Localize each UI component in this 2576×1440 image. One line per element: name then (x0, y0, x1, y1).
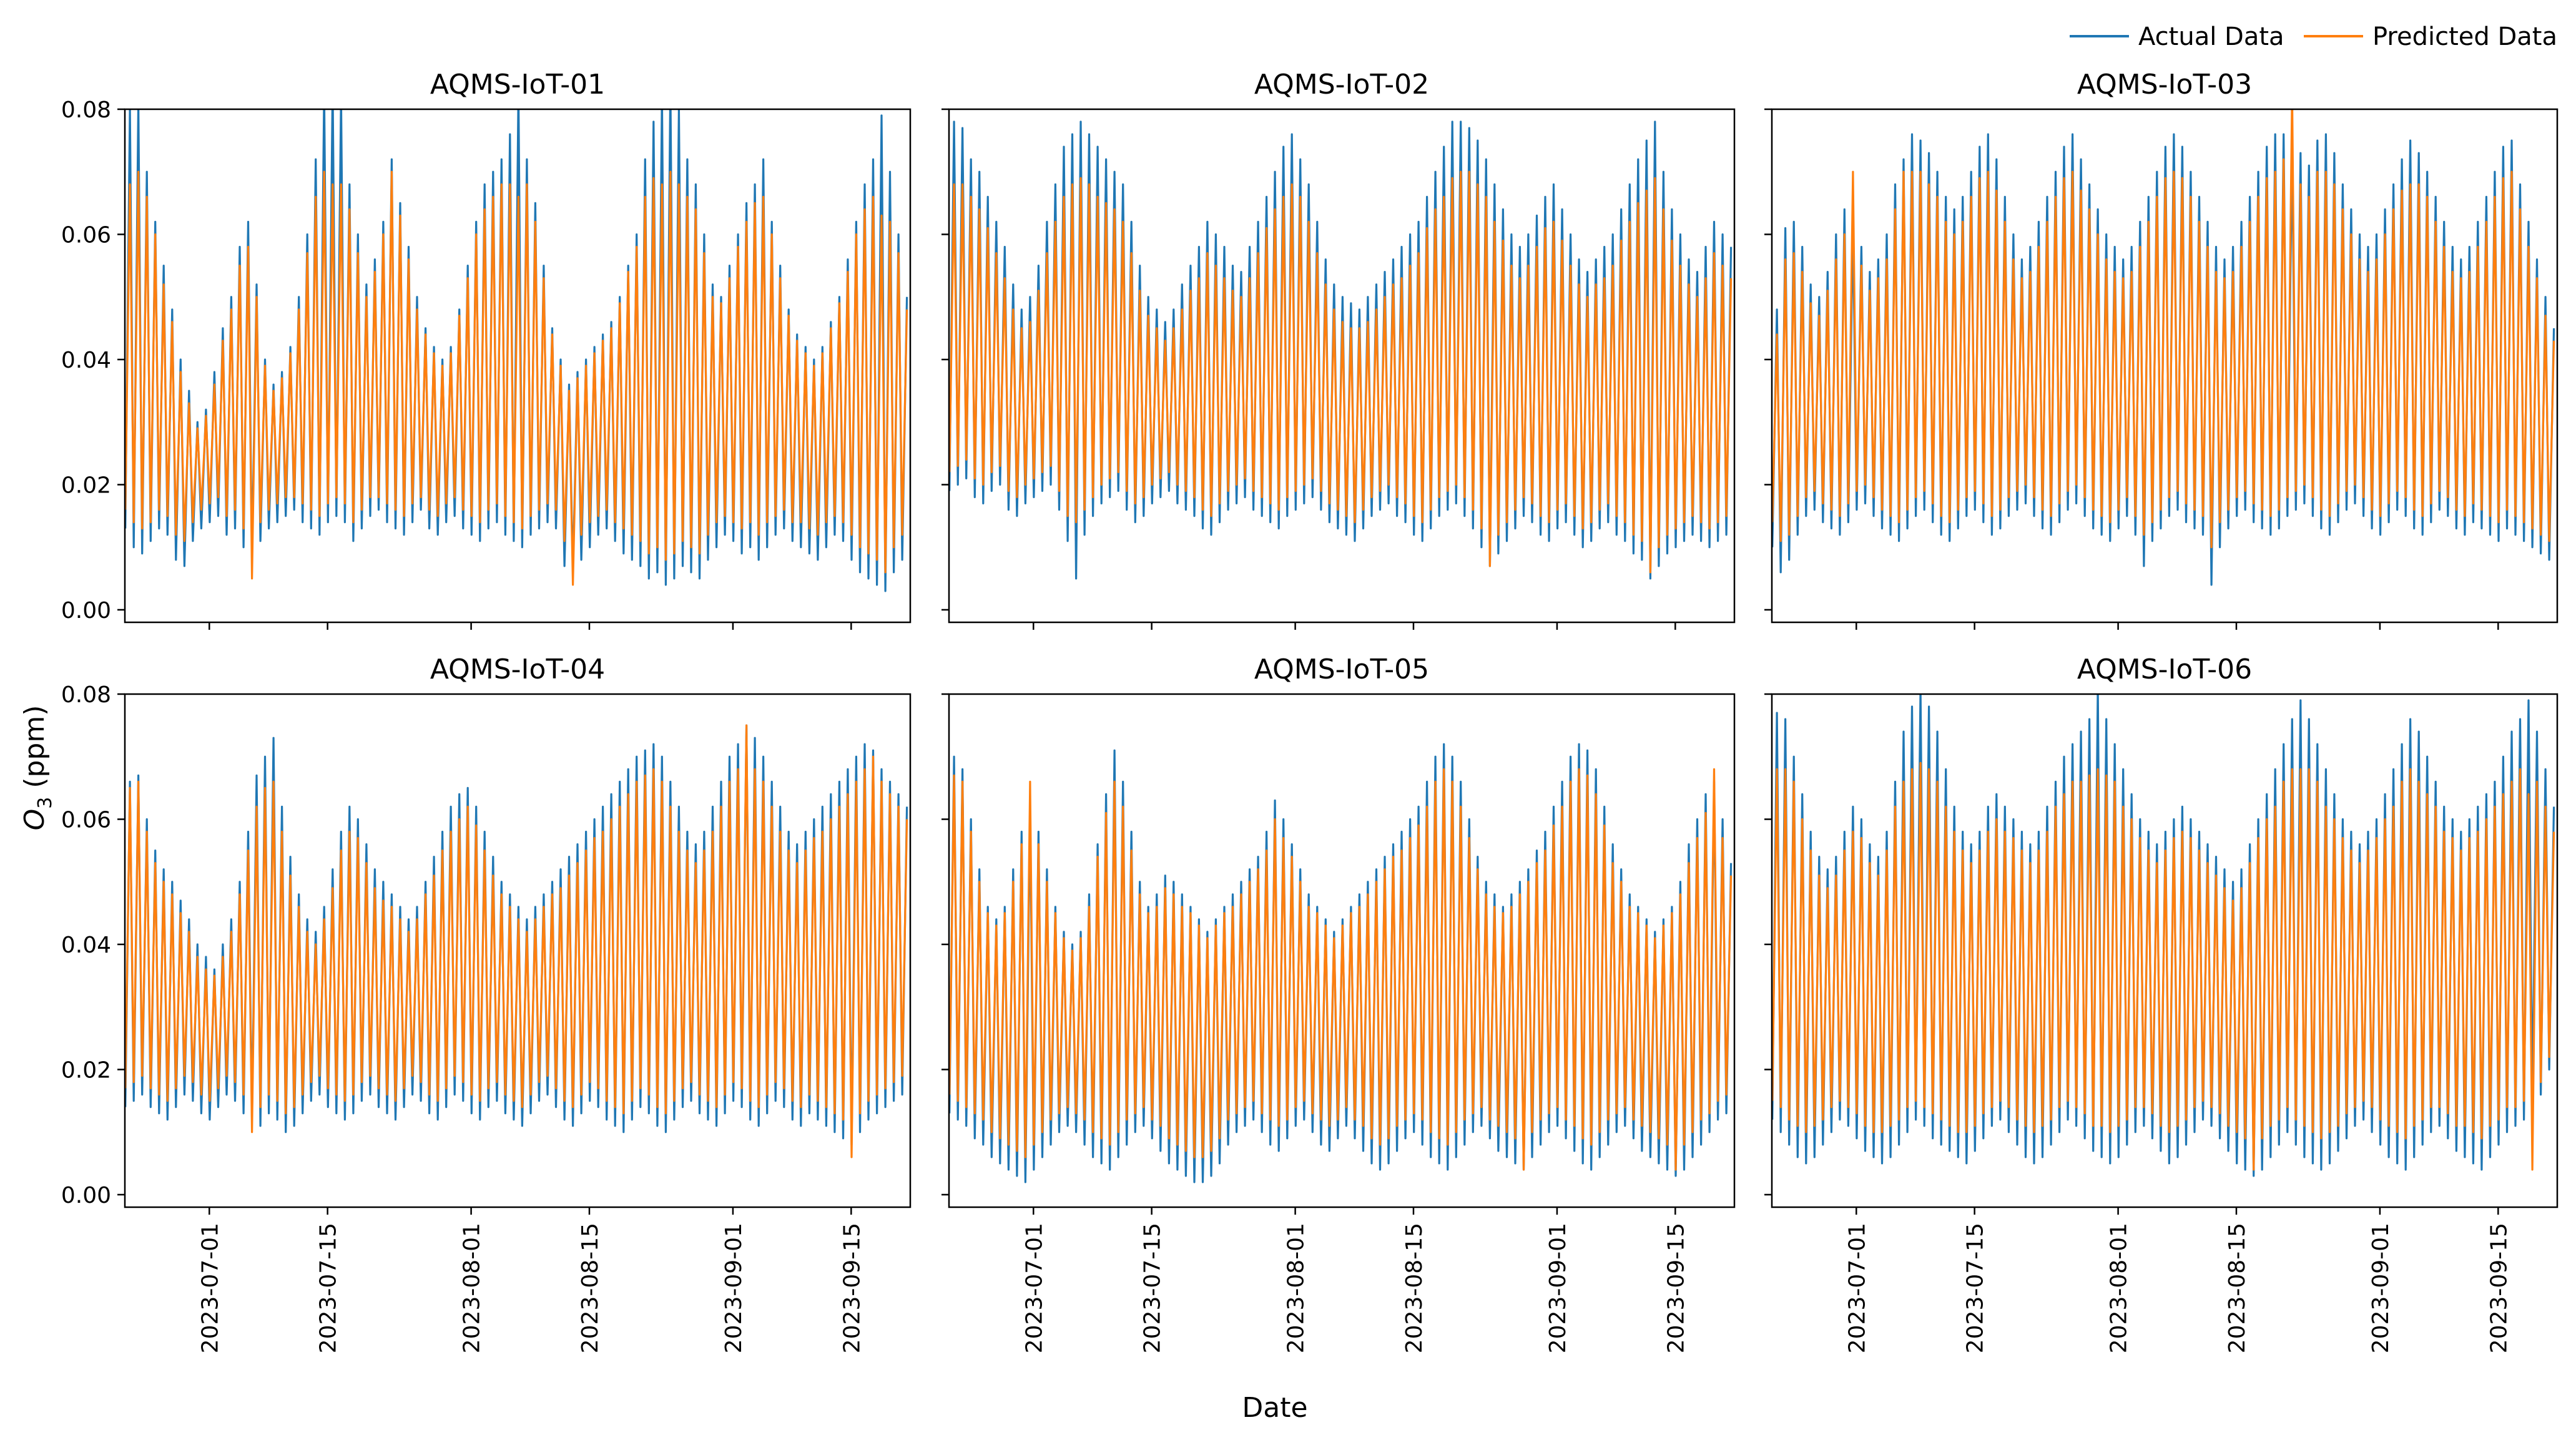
x-tick-label: 2023-08-01 (2107, 1223, 2132, 1353)
series-line-predicted (949, 768, 1733, 1171)
x-axis-label: Date (1242, 1392, 1307, 1424)
axes-frame (1771, 693, 2559, 1208)
plot-area (949, 743, 1733, 1183)
y-tick-label: 0.08 (61, 97, 111, 123)
axes-frame (948, 693, 1736, 1208)
plot-area (1772, 694, 2555, 1177)
x-tick-label: 2023-09-15 (839, 1223, 865, 1353)
x-tick-label: 2023-07-15 (1963, 1223, 1989, 1353)
plot-area (125, 724, 908, 1158)
subplot-title: AQMS-IoT-04 (430, 654, 605, 685)
subplot-title: AQMS-IoT-05 (1254, 654, 1429, 685)
series-line-predicted (949, 170, 1733, 574)
x-tick-label: 2023-07-01 (1021, 1223, 1047, 1353)
subplot-5: AQMS-IoT-05 2023-07-01 2023-07-15 2023-08-0… (941, 654, 1736, 1353)
y-tick-label: 0.06 (61, 807, 111, 833)
axes-frame (1771, 108, 2559, 624)
x-tick-label: 2023-09-15 (2486, 1223, 2512, 1353)
y-axis-label-subscript: 3 (34, 797, 56, 809)
y-axis-label-symbol: O (19, 809, 51, 831)
x-tick-label: 2023-08-15 (2225, 1223, 2250, 1353)
x-tick-label: 2023-08-01 (1284, 1223, 1309, 1353)
subplot-title: AQMS-IoT-02 (1254, 69, 1429, 100)
axes-frame (124, 108, 912, 624)
legend-label-predicted: Predicted Data (2372, 22, 2557, 51)
plot-area (949, 120, 1733, 580)
x-tick-label: 2023-08-15 (1402, 1223, 1427, 1353)
x-tick-label: 2023-09-01 (1545, 1223, 1571, 1353)
subplot-title: AQMS-IoT-01 (430, 69, 605, 100)
subplot-4: AQMS-IoT-04 0.00 0.02 0.04 0.06 0.08 2023-07-0… (61, 654, 912, 1353)
y-axis-label: O3 (ppm) (19, 705, 56, 831)
subplot-title: AQMS-IoT-03 (2077, 69, 2252, 100)
y-axis-label-unit: (ppm) (19, 705, 51, 797)
subplot-1: AQMS-IoT-01 0.00 0.02 0.04 0.06 0.08 (61, 69, 912, 630)
series-line-predicted (1772, 109, 2555, 549)
subplot-title: AQMS-IoT-06 (2077, 654, 2252, 685)
x-tick-label: 2023-07-01 (197, 1223, 223, 1353)
subplot-6: AQMS-IoT-06 2023-07-01 2023-07-15 2023-08-0… (1764, 654, 2559, 1353)
y-tick-label: 0.06 (61, 222, 111, 248)
axes-frame (948, 108, 1736, 624)
x-tick-label: 2023-08-15 (578, 1223, 603, 1353)
x-tick-label: 2023-08-01 (460, 1223, 485, 1353)
subplot-2: AQMS-IoT-02 (941, 69, 1736, 630)
subplot-3: AQMS-IoT-03 (1764, 69, 2559, 630)
y-tick-label: 0.00 (61, 598, 111, 624)
plot-area (125, 109, 908, 592)
legend-label-actual: Actual Data (2138, 22, 2284, 51)
x-tick-label: 2023-09-15 (1663, 1223, 1689, 1353)
x-tick-label: 2023-09-01 (721, 1223, 747, 1353)
y-tick-label: 0.00 (61, 1183, 111, 1208)
x-tick-label: 2023-09-01 (2368, 1223, 2394, 1353)
axes-frame (124, 693, 912, 1208)
series-line-predicted (125, 170, 908, 586)
series-line-predicted (1772, 762, 2555, 1171)
x-tick-label: 2023-07-15 (1140, 1223, 1166, 1353)
y-tick-label: 0.08 (61, 682, 111, 708)
plot-area (1772, 109, 2555, 586)
x-tick-label: 2023-07-01 (1844, 1223, 1870, 1353)
series-line-predicted (125, 724, 908, 1158)
x-tick-label: 2023-07-15 (316, 1223, 342, 1353)
legend: Actual Data Predicted Data (2070, 22, 2557, 51)
y-tick-label: 0.02 (61, 473, 111, 498)
y-tick-label: 0.02 (61, 1057, 111, 1083)
y-tick-label: 0.04 (61, 933, 111, 958)
y-tick-label: 0.04 (61, 348, 111, 373)
subplot-grid: AQMS-IoT-010.000.020.040.060.08AQMS-IoT-… (61, 69, 2559, 1353)
